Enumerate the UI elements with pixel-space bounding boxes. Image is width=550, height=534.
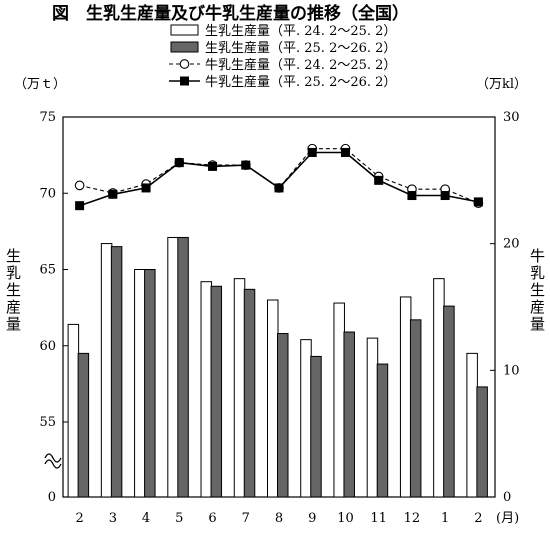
legend-swatch-bar <box>170 24 199 36</box>
bar-raw-milk-prev <box>333 302 345 498</box>
left-unit-label: （万ｔ） <box>14 77 66 92</box>
left-tick-label: 70 <box>39 186 56 201</box>
point-milk-curr <box>208 161 218 171</box>
x-tick-label: 7 <box>242 511 250 526</box>
right-tick-label: 10 <box>503 363 520 378</box>
bar-raw-milk-curr <box>310 355 322 498</box>
right-unit-label: （万kl） <box>476 77 527 92</box>
line-milk-curr <box>79 151 479 207</box>
point-milk-curr <box>75 201 85 211</box>
legend-label: 生乳生産量（平. 25. 2～26. 2） <box>205 40 396 56</box>
point-milk-curr <box>274 183 284 193</box>
left-tick-label: 0 <box>48 490 56 505</box>
legend-label: 牛乳生産量（平. 25. 2～26. 2） <box>205 74 396 90</box>
x-tick-label: 8 <box>275 511 283 526</box>
chart-title: 図 生乳生産量及び牛乳生産量の推移（全国） <box>52 3 409 24</box>
x-unit-label: (月) <box>496 511 519 526</box>
bar-raw-milk-curr <box>476 386 488 498</box>
x-tick-label: 1 <box>441 511 449 526</box>
point-milk-curr <box>340 147 350 157</box>
bar-raw-milk-curr <box>243 288 256 498</box>
x-tick-label: 11 <box>370 511 387 526</box>
bar-raw-milk-prev <box>100 243 113 498</box>
bar-raw-milk-curr <box>343 331 355 498</box>
right-tick-label: 0 <box>503 490 511 505</box>
x-tick-label: 12 <box>404 511 421 526</box>
bar-raw-milk-prev <box>399 296 412 498</box>
bar-raw-milk-prev <box>233 278 246 498</box>
bar-raw-milk-curr <box>409 319 422 498</box>
axis-break-mark <box>44 453 62 463</box>
point-milk-curr <box>374 175 384 185</box>
bar-raw-milk-prev <box>466 352 478 498</box>
bar-raw-milk-curr <box>376 363 389 498</box>
x-tick-label: 4 <box>142 511 150 526</box>
axis-break-mark <box>44 459 62 469</box>
point-milk-curr <box>407 191 417 201</box>
x-tick-label: 2 <box>474 511 482 526</box>
point-milk-curr <box>241 160 251 170</box>
bar-raw-milk-curr <box>144 269 156 498</box>
bar-raw-milk-curr <box>277 333 289 498</box>
x-tick-label: 2 <box>75 511 83 526</box>
bar-raw-milk-prev <box>267 299 279 498</box>
point-milk-curr <box>141 183 151 193</box>
point-milk-prev <box>74 180 85 191</box>
right-axis-label: 牛乳生産量 <box>528 248 546 333</box>
x-tick-label: 6 <box>208 511 216 526</box>
left-tick-label: 65 <box>39 263 56 278</box>
x-tick-label: 10 <box>337 511 354 526</box>
legend-marker <box>180 76 189 86</box>
legend-swatch-bar <box>170 41 199 53</box>
point-milk-curr <box>440 191 450 201</box>
left-tick-label: 55 <box>39 415 56 430</box>
bar-raw-milk-curr <box>210 285 223 498</box>
bar-raw-milk-curr <box>77 352 90 498</box>
point-milk-curr <box>473 197 483 207</box>
x-tick-label: 9 <box>308 511 316 526</box>
bar-raw-milk-curr <box>443 305 455 498</box>
bar-raw-milk-prev <box>167 236 179 498</box>
point-milk-curr <box>174 158 184 168</box>
bar-raw-milk-prev <box>67 323 80 498</box>
legend-label: 生乳生産量（平. 24. 2～25. 2） <box>205 23 396 39</box>
bar-raw-milk-prev <box>134 269 146 498</box>
bar-raw-milk-curr <box>177 236 189 498</box>
point-milk-curr <box>307 147 317 157</box>
right-tick-label: 20 <box>503 237 520 252</box>
bar-raw-milk-curr <box>110 246 123 498</box>
legend: 生乳生産量（平. 24. 2～25. 2）生乳生産量（平. 25. 2～26. … <box>169 23 396 90</box>
bar-raw-milk-prev <box>433 278 445 498</box>
x-tick-label: 3 <box>109 511 117 526</box>
right-tick-label: 30 <box>503 110 520 125</box>
left-axis-label: 生乳生産量 <box>4 248 22 333</box>
x-tick-label: 5 <box>175 511 183 526</box>
left-tick-label: 75 <box>39 110 56 125</box>
point-milk-curr <box>108 189 118 199</box>
bar-raw-milk-prev <box>366 337 379 498</box>
legend-marker <box>179 59 190 69</box>
bar-raw-milk-prev <box>300 339 312 498</box>
bar-raw-milk-prev <box>200 281 213 498</box>
legend-label: 牛乳生産量（平. 24. 2～25. 2） <box>205 57 396 73</box>
left-tick-label: 60 <box>39 339 56 354</box>
